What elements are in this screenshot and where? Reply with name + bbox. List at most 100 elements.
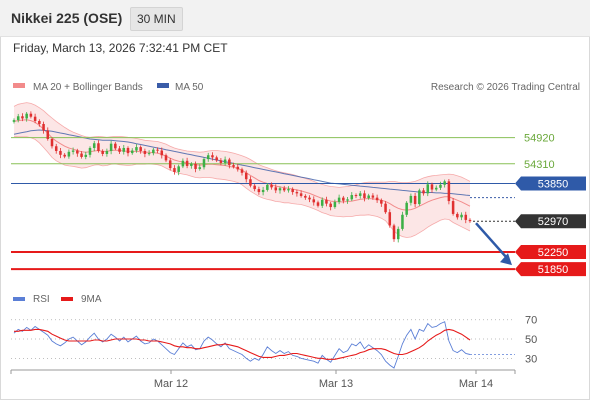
rsi-panel: 70 50 30 — [11, 315, 537, 368]
candle-body — [393, 225, 396, 239]
rsi-legend-swatch — [13, 297, 25, 301]
candle-body — [304, 196, 307, 198]
candle-body — [68, 152, 71, 157]
candle-body — [414, 196, 417, 204]
candle-body — [106, 151, 109, 154]
candle-body — [448, 181, 451, 201]
candle-body — [97, 143, 100, 151]
candle-body — [21, 116, 24, 118]
candle-body — [182, 161, 185, 167]
candle-body — [418, 190, 421, 204]
candle-body — [220, 160, 223, 163]
candle-body — [177, 166, 180, 172]
candle-body — [435, 188, 438, 190]
candle-body — [262, 190, 265, 192]
candle-body — [25, 114, 28, 119]
x-tick-label: Mar 13 — [319, 378, 353, 390]
candle-body — [384, 204, 387, 213]
candle-body — [85, 155, 88, 157]
candle-body — [161, 151, 164, 156]
candle-body — [283, 188, 286, 190]
candle-body — [431, 184, 434, 189]
candle-body — [224, 160, 227, 163]
bollinger-legend-swatch — [13, 83, 25, 88]
candle-body — [342, 198, 345, 201]
candle-body — [405, 203, 408, 215]
candle-body — [253, 186, 256, 189]
rsi-ma-legend-swatch — [61, 297, 73, 301]
rsi-tick-30: 30 — [525, 353, 537, 365]
candle-body — [401, 215, 404, 229]
candle-body — [241, 169, 244, 172]
x-tick-label: Mar 12 — [154, 378, 188, 390]
candle-body — [465, 215, 468, 220]
candle-body — [80, 154, 83, 157]
candle-body — [334, 202, 337, 207]
rsi-legend-label: RSI — [33, 294, 50, 305]
candle-body — [300, 193, 303, 196]
candle-body — [89, 148, 92, 155]
candle-body — [351, 195, 354, 199]
candle-body — [135, 147, 138, 150]
candle-body — [270, 185, 273, 188]
candle-body — [13, 120, 16, 122]
candle-body — [367, 195, 370, 198]
candle-body — [380, 200, 383, 203]
candle-body — [397, 229, 400, 239]
candle-body — [439, 185, 442, 188]
candle-body — [460, 215, 463, 218]
bollinger-legend-label: MA 20 + Bollinger Bands — [33, 82, 143, 93]
candle-body — [194, 164, 197, 169]
ma50-legend-swatch — [157, 83, 169, 88]
candle-body — [63, 155, 66, 157]
level-label-52250: 52250 — [538, 247, 569, 259]
candle-body — [372, 195, 375, 197]
candle-body — [55, 146, 58, 151]
candle-body — [346, 199, 349, 200]
candle-body — [321, 200, 324, 206]
level-label-53850: 53850 — [538, 179, 569, 191]
rsi-line — [14, 322, 470, 368]
candle-body — [72, 151, 75, 152]
rsi-tick-70: 70 — [525, 315, 537, 327]
candle-body — [427, 184, 430, 193]
price-labels: 54920 54310 53850 52250 51850 52970 — [515, 133, 586, 276]
ma50-legend-label: MA 50 — [175, 82, 204, 93]
candle-body — [338, 198, 341, 202]
candle-body — [376, 198, 379, 201]
candle-body — [258, 189, 261, 192]
forecast-arrow — [476, 223, 512, 265]
rsi-ma-legend-label: 9MA — [81, 294, 102, 305]
candle-body — [152, 150, 155, 153]
candle-body — [287, 189, 290, 190]
candle-body — [237, 167, 240, 170]
forecast-arrow-shaft — [476, 223, 508, 259]
candle-body — [211, 155, 214, 157]
candle-body — [443, 181, 446, 184]
candle-body — [359, 193, 362, 196]
x-tick-label: Mar 14 — [459, 378, 493, 390]
candle-body — [118, 148, 121, 151]
candle-body — [279, 188, 282, 190]
candle-body — [245, 173, 248, 179]
candle-body — [47, 130, 50, 139]
x-axis: Mar 12 Mar 13 Mar 14 — [11, 370, 515, 390]
candle-body — [452, 201, 455, 214]
candle-body — [469, 220, 472, 221]
candle-body — [156, 150, 159, 151]
candle-body — [51, 139, 54, 146]
level-label-54310: 54310 — [524, 159, 555, 171]
candle-body — [76, 151, 79, 154]
candle-body — [456, 214, 459, 217]
candle-body — [422, 190, 425, 193]
forecast-arrow-head — [500, 253, 512, 265]
candle-body — [186, 161, 189, 166]
candle-body — [169, 160, 172, 168]
candle-body — [207, 155, 210, 159]
candle-body — [249, 179, 252, 185]
candle-body — [34, 117, 37, 121]
candle-body — [275, 187, 278, 190]
candle-body — [291, 189, 294, 192]
candle-body — [266, 185, 269, 190]
